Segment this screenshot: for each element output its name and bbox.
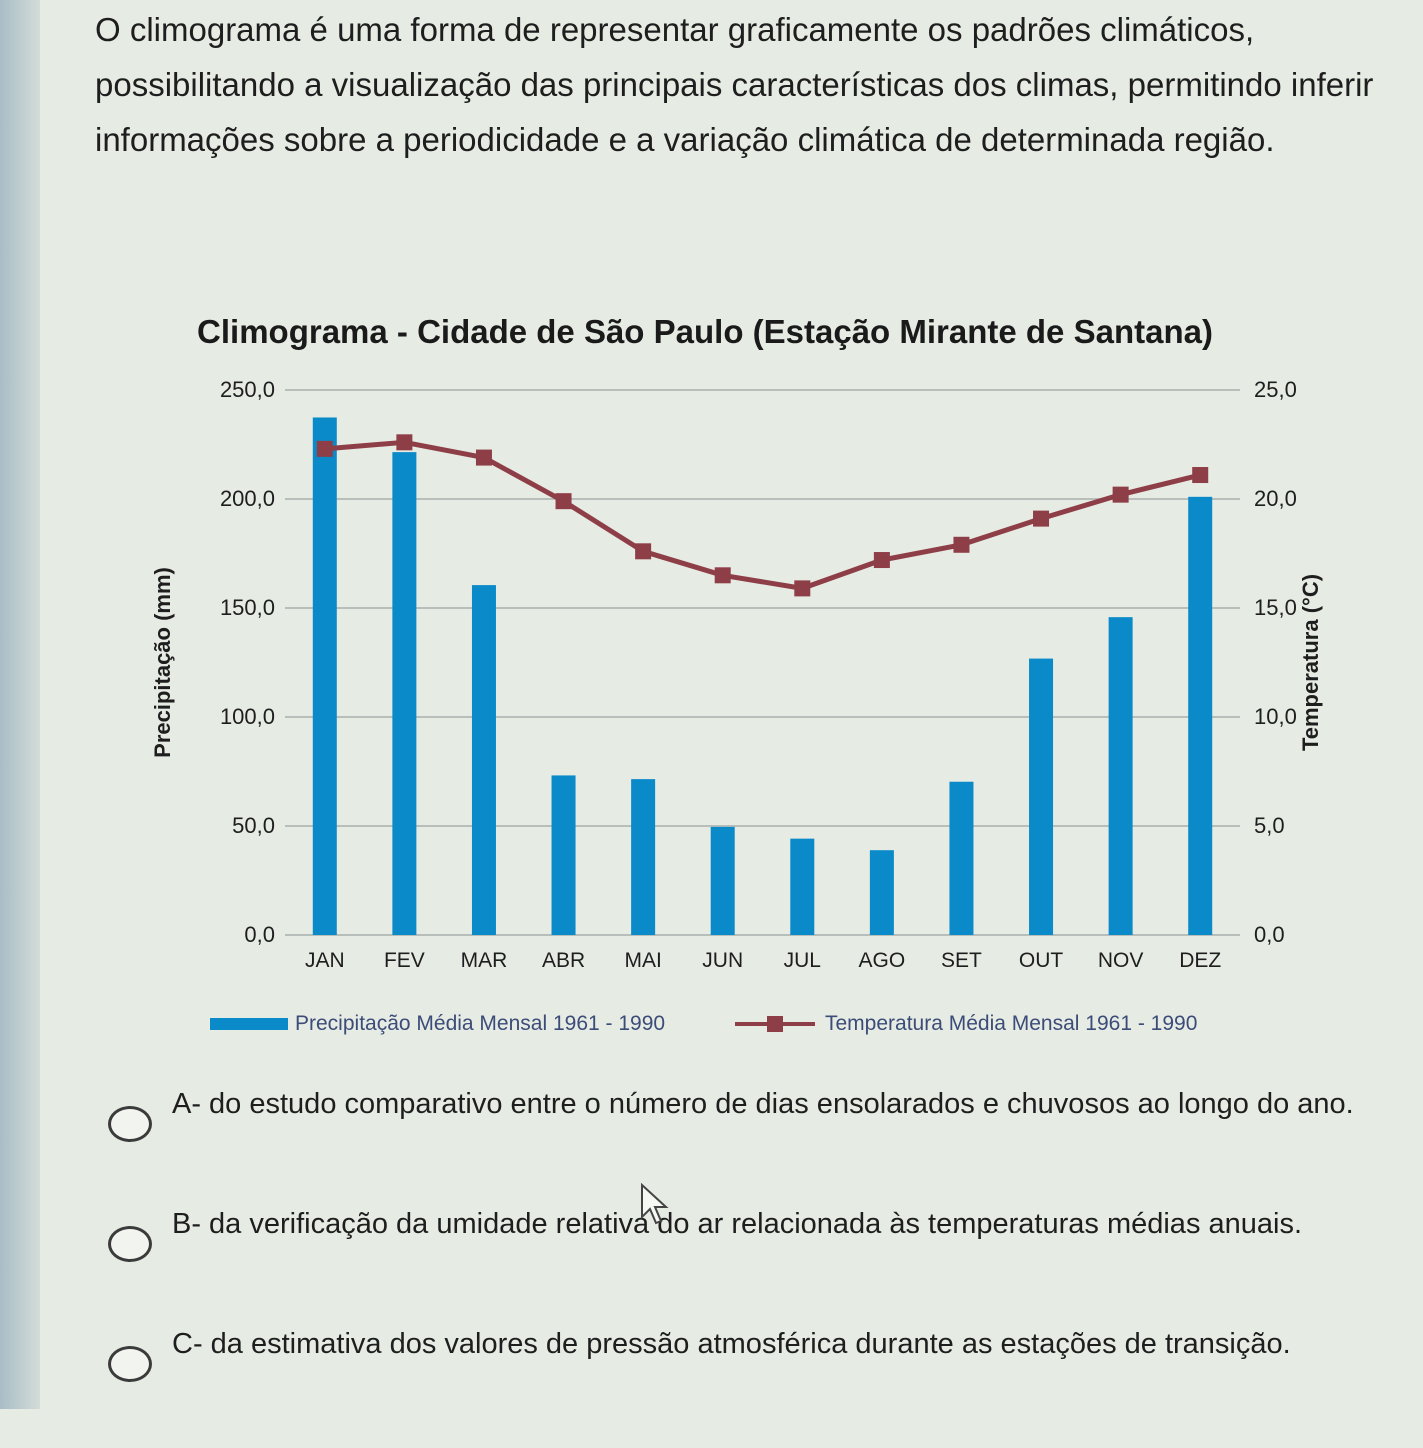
left-tick-label: 150,0 [220, 595, 275, 620]
legend: Precipitação Média Mensal 1961 - 1990 Tem… [210, 1012, 1197, 1035]
option-a-text: A- do estudo comparativo entre o número … [172, 1088, 1354, 1120]
category-label: JAN [305, 949, 345, 972]
precipitation-bar [1188, 496, 1213, 935]
chart-svg: Climograma - Cidade de São Paulo (Estaçã… [150, 313, 1323, 1035]
legend-bar-swatch [210, 1018, 288, 1030]
category-label: DEZ [1179, 949, 1221, 972]
radio-button-b[interactable] [108, 1226, 152, 1262]
right-tick-label: 20,0 [1254, 486, 1297, 511]
radio-button-c[interactable] [108, 1346, 152, 1382]
category-label: OUT [1019, 949, 1064, 972]
category-label: SET [941, 949, 982, 972]
option-c-text: C- da estimativa dos valores de pressão … [172, 1328, 1291, 1360]
left-tick-label: 50,0 [232, 813, 275, 838]
temperature-point [873, 552, 890, 569]
right-tick-label: 10,0 [1254, 704, 1297, 729]
temperature-point [555, 493, 572, 510]
temperature-line-layer [316, 434, 1209, 597]
temperature-point [635, 543, 652, 560]
precipitation-bar [471, 585, 496, 935]
temperature-point [1033, 510, 1050, 527]
category-label: FEV [384, 949, 425, 972]
answer-options: A- do estudo comparativo entre o número … [100, 1088, 1390, 1448]
precipitation-bar [1108, 617, 1133, 935]
right-tick-label: 5,0 [1254, 813, 1285, 838]
temperature-line [324, 439, 1201, 591]
axes-layer: 0,0 50,0 100,0 150,0 200,0 250,0 0,0 5,0 10,0 15,… [150, 377, 1323, 972]
category-label: AGO [859, 949, 906, 972]
climogram-chart: Climograma - Cidade de São Paulo (Estaçã… [140, 295, 1340, 1065]
mouse-pointer-icon [641, 1183, 669, 1225]
option-c[interactable]: C- da estimativa dos valores de pressão … [100, 1328, 1390, 1448]
legend-precipitation-label: Precipitação Média Mensal 1961 - 1990 [295, 1012, 665, 1035]
category-label: NOV [1098, 949, 1144, 972]
precipitation-bar [790, 838, 815, 935]
left-tick-label: 250,0 [220, 377, 275, 402]
precipitation-bar [312, 417, 337, 935]
temperature-point [396, 434, 413, 451]
category-label: MAI [624, 949, 661, 972]
right-tick-label: 15,0 [1254, 595, 1297, 620]
option-b[interactable]: B- da verificação da umidade relativa do… [100, 1208, 1390, 1328]
precipitation-bar [551, 775, 576, 935]
category-label: ABR [542, 949, 585, 972]
right-axis-label: Temperatura (°C) [1298, 574, 1323, 751]
temperature-point [316, 440, 333, 457]
category-label: JUL [784, 949, 821, 972]
option-b-text: B- da verificação da umidade relativa do… [172, 1208, 1303, 1240]
precipitation-bar [869, 850, 894, 935]
precipitation-bar [949, 781, 974, 935]
legend-temperature-label: Temperatura Média Mensal 1961 - 1990 [825, 1012, 1197, 1035]
temperature-point [475, 449, 492, 466]
temperature-point [794, 580, 811, 597]
category-label: JUN [702, 949, 743, 972]
category-label: MAR [461, 949, 508, 972]
precipitation-bar [710, 826, 735, 935]
radio-button-a[interactable] [108, 1106, 152, 1142]
temperature-point [714, 567, 731, 584]
legend-line-marker [767, 1016, 783, 1032]
bars-layer [312, 417, 1213, 935]
left-tick-label: 0,0 [244, 922, 275, 947]
precipitation-bar [631, 779, 656, 935]
right-tick-label: 0,0 [1254, 922, 1285, 947]
right-tick-label: 25,0 [1254, 377, 1297, 402]
precipitation-bar [392, 452, 417, 935]
left-tick-label: 100,0 [220, 704, 275, 729]
chart-title: Climograma - Cidade de São Paulo (Estaçã… [197, 313, 1213, 350]
grid-layer [285, 389, 1240, 936]
precipitation-bar [1029, 658, 1054, 935]
temperature-point [1192, 467, 1209, 484]
left-axis-label: Precipitação (mm) [150, 567, 175, 758]
left-edge-strip [0, 0, 40, 1409]
left-tick-label: 200,0 [220, 486, 275, 511]
option-a[interactable]: A- do estudo comparativo entre o número … [100, 1088, 1390, 1208]
temperature-point [953, 536, 970, 553]
temperature-point [1112, 486, 1129, 503]
intro-paragraph: O climograma é uma forma de representar … [95, 11, 1374, 158]
